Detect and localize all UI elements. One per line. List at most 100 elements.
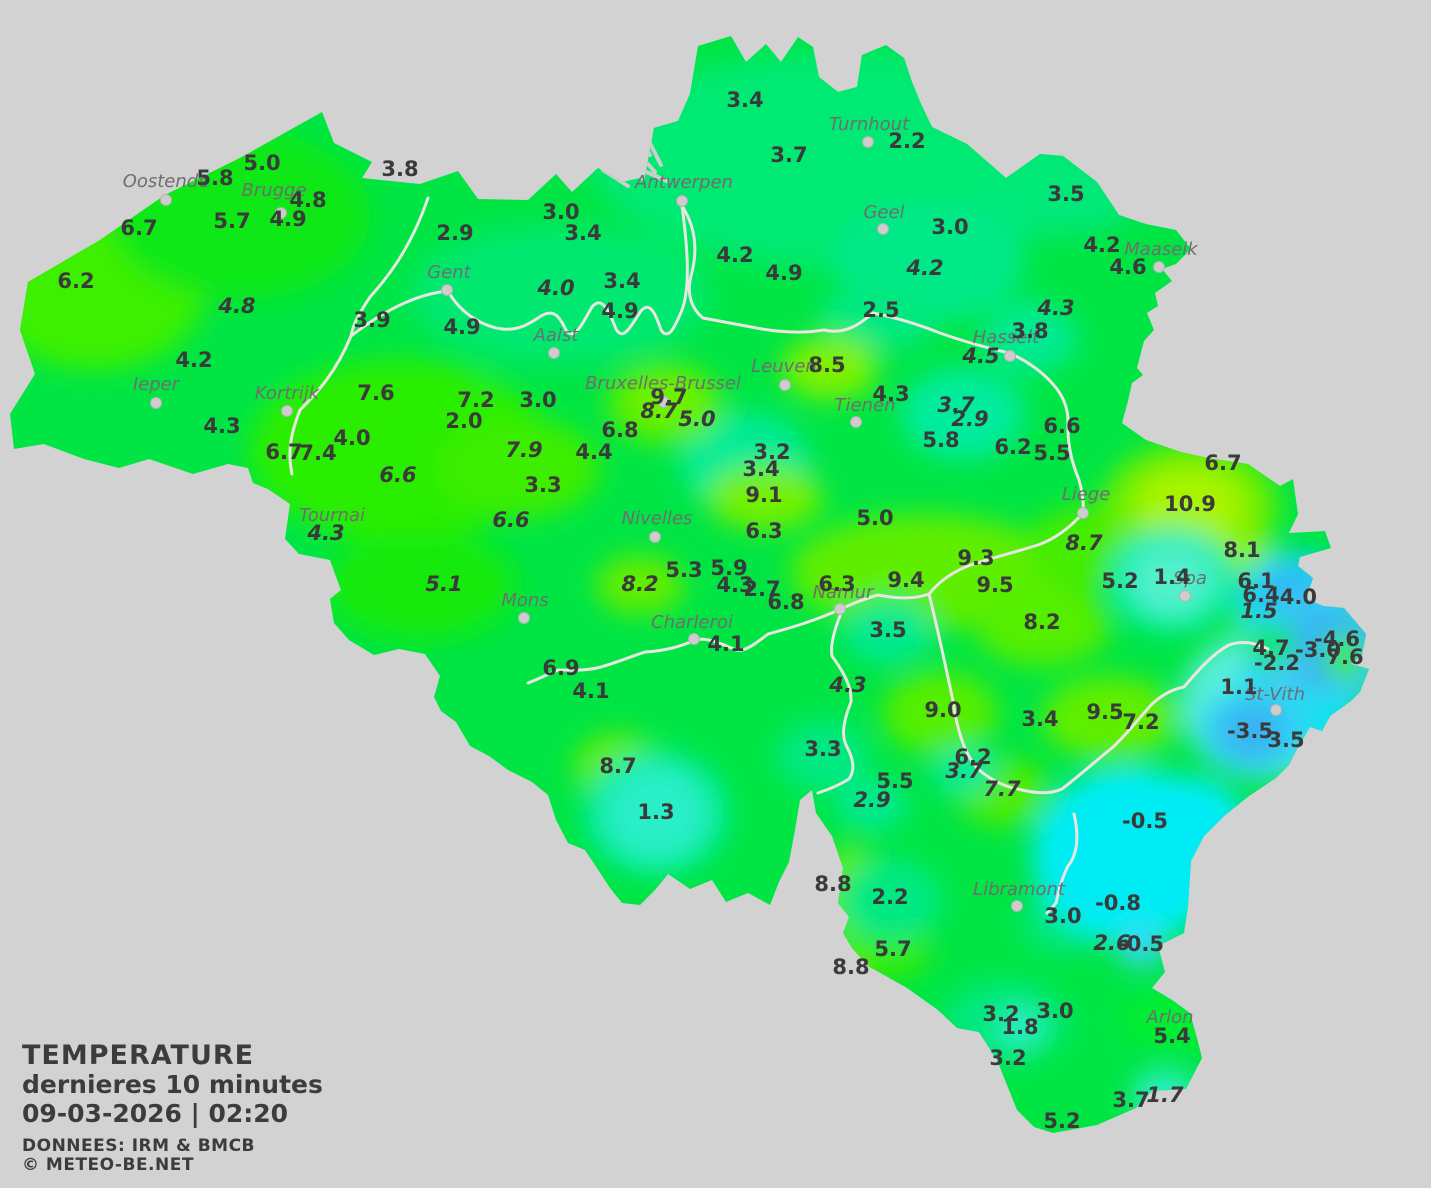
station-temperature-value: 9.5 <box>976 573 1013 597</box>
temp-region-blob <box>1325 633 1365 681</box>
station-temperature-value: 1.7 <box>1146 1083 1184 1107</box>
station-temperature-value: 4.9 <box>765 261 802 285</box>
temp-region-blob <box>410 225 710 365</box>
station-temperature-value: 4.5 <box>961 344 999 368</box>
station-temperature-value: 8.7 <box>599 754 636 778</box>
city-dot <box>518 612 530 624</box>
city-label: Leuven <box>751 356 817 377</box>
province-borders <box>288 196 1270 915</box>
city-dot <box>779 379 791 391</box>
temp-region-blob <box>606 767 706 859</box>
city-label: Oostende <box>123 171 210 192</box>
station-temperature-value: 3.7 <box>945 759 983 783</box>
station-temperature-value: -0.5 <box>1118 932 1164 956</box>
station-temperature-value: 4.2 <box>1083 233 1120 257</box>
station-temperature-value: 4.3 <box>828 673 866 697</box>
station-temperature-value: 8.2 <box>1023 610 1060 634</box>
station-temperature-value: 6.1 <box>1237 569 1274 593</box>
station-temperature-value: 4.3 <box>872 382 909 406</box>
station-temperature-value: 4.9 <box>443 315 480 339</box>
station-temperature-value: 2.9 <box>853 788 890 812</box>
station-temperature-value: 3.8 <box>1011 319 1048 343</box>
city-dot <box>1011 900 1023 912</box>
border-luxembourg-province <box>927 592 1270 795</box>
station-temperature-value: -4.6 <box>1314 627 1360 651</box>
city-label: Hasselt <box>973 327 1040 348</box>
city-label: Bruxelles-Brussel <box>585 373 741 394</box>
city-dot <box>275 207 287 219</box>
station-temperature-value: 1.8 <box>1001 1015 1038 1039</box>
temp-region-blob <box>596 555 684 615</box>
station-temperature-value: -2.2 <box>1254 651 1300 675</box>
map-legend-block: TEMPERATURE dernieres 10 minutes 09-03-2… <box>22 1040 323 1176</box>
station-temperature-value: 4.9 <box>269 207 306 231</box>
station-temperature-value: -3.0 <box>1295 638 1341 662</box>
station-temperature-value: 4.3 <box>203 414 240 438</box>
station-temperature-value: 7.7 <box>983 777 1021 801</box>
temp-region-blob <box>932 746 996 794</box>
station-temperature-value: 4.1 <box>572 679 609 703</box>
station-temperature-value: 4.2 <box>175 348 212 372</box>
station-temperature-value: 6.2 <box>954 745 991 769</box>
station-temperature-value: 8.8 <box>832 955 869 979</box>
station-temperature-value: 6.2 <box>57 269 94 293</box>
station-temperature-value: 6.3 <box>818 572 855 596</box>
city-label: Ieper <box>133 374 181 395</box>
station-temperature-value: 2.2 <box>888 129 925 153</box>
temp-region-blob <box>842 600 934 664</box>
station-temperature-value: 3.0 <box>1036 999 1073 1023</box>
border-meuse-south <box>816 606 855 795</box>
city-layer: Oostende Brugge Gent Antwerpen Turnhout Geel M… <box>123 114 1305 1028</box>
temp-region-blob <box>325 530 515 640</box>
station-temperature-value: 4.3 <box>716 573 753 597</box>
temp-region-blob <box>1132 546 1212 614</box>
station-temperature-value: 1.1 <box>1220 675 1257 699</box>
temp-region-blob <box>1135 467 1245 543</box>
map-copyright: © METEO-BE.NET <box>22 1155 194 1176</box>
station-temperature-value: 6.6 <box>379 463 416 487</box>
station-temperature-value: 3.7 <box>1112 1088 1149 1112</box>
station-temperature-value: 4.4 <box>575 440 612 464</box>
city-dot <box>877 223 889 235</box>
station-temperature-value: 7.2 <box>457 388 494 412</box>
station-temperature-value: 3.2 <box>982 1002 1019 1026</box>
border-meuse-liege <box>927 511 1085 596</box>
station-temperature-value: 6.4 <box>1242 583 1279 607</box>
city-label: Liege <box>1062 484 1111 505</box>
station-temperature-value: -0.5 <box>1122 809 1168 833</box>
city-label: St-Vith <box>1245 684 1305 705</box>
city-dot <box>441 284 453 296</box>
station-temperature-value: 4.0 <box>536 276 574 300</box>
station-temperature-value: 4.8 <box>217 294 255 318</box>
city-dot <box>281 405 293 417</box>
station-temperature-value: 5.5 <box>1033 441 1070 465</box>
city-dot <box>1270 704 1282 716</box>
station-temperature-value: 3.4 <box>564 221 601 245</box>
station-values-layer: 5.05.84.84.95.76.76.24.84.24.33.82.93.9 4… <box>57 88 1363 1133</box>
station-temperature-value: 2.6 <box>1093 931 1130 955</box>
station-temperature-value: 8.8 <box>814 872 851 896</box>
station-temperature-value: 5.1 <box>425 572 462 596</box>
temp-region-blob <box>1117 927 1165 967</box>
station-temperature-value: 6.7 <box>265 440 302 464</box>
station-temperature-value: 9.1 <box>745 483 782 507</box>
station-temperature-value: 1.5 <box>1240 599 1277 623</box>
station-temperature-value: 5.0 <box>243 151 280 175</box>
temp-region-blob <box>1216 702 1290 760</box>
map-title: TEMPERATURE <box>22 1040 255 1071</box>
station-temperature-value: 4.3 <box>1036 296 1074 320</box>
station-temperature-value: 3.4 <box>742 457 779 481</box>
station-temperature-value: 5.4 <box>1153 1024 1190 1048</box>
city-dot <box>658 396 670 408</box>
station-temperature-value: 5.2 <box>1043 1109 1080 1133</box>
station-temperature-value: 2.0 <box>445 409 482 433</box>
station-temperature-value: 2.7 <box>743 577 780 601</box>
city-label: Aalst <box>533 325 580 346</box>
station-temperature-value: 6.9 <box>542 656 579 680</box>
station-temperature-value: 3.7 <box>937 393 975 417</box>
station-temperature-value: 3.7 <box>770 143 807 167</box>
station-temperature-value: 3.9 <box>353 308 390 332</box>
city-label: Antwerpen <box>634 172 733 193</box>
station-temperature-value: 3.3 <box>524 473 561 497</box>
